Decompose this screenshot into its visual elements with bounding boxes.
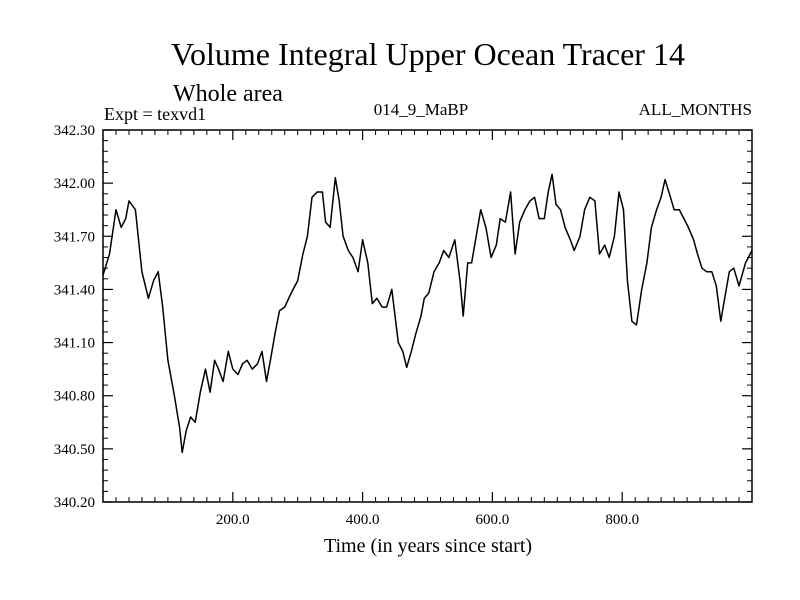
expt-label: Expt = texvd1 <box>104 104 206 124</box>
x-tick-label: 400.0 <box>346 512 380 528</box>
series-layer <box>102 173 753 454</box>
x-axis-label: Time (in years since start) <box>324 535 532 557</box>
chart-subtitle: Whole area <box>173 81 283 107</box>
months-label: ALL_MONTHS <box>639 100 752 119</box>
plot-frame <box>102 129 753 503</box>
chart-title: Volume Integral Upper Ocean Tracer 14 <box>171 36 685 72</box>
y-tick-label: 342.30 <box>54 123 95 139</box>
x-tick-label: 200.0 <box>216 512 250 528</box>
y-tick-label: 340.50 <box>54 442 95 458</box>
run-label: 014_9_MaBP <box>374 100 468 119</box>
x-tick-label: 600.0 <box>476 512 510 528</box>
y-tick-label: 341.70 <box>54 229 95 245</box>
x-tick-label: 800.0 <box>605 512 639 528</box>
y-tick-label: 340.20 <box>54 495 95 511</box>
series-line <box>102 173 753 454</box>
y-tick-label: 342.00 <box>54 176 95 192</box>
y-tick-label: 341.10 <box>54 336 95 352</box>
y-tick-label: 341.40 <box>54 282 95 298</box>
plot-axes: 200.0 400.0 600.0 800.0 340.20 340.50 340.80 34… <box>54 123 752 528</box>
y-tick-label: 340.80 <box>54 389 95 405</box>
